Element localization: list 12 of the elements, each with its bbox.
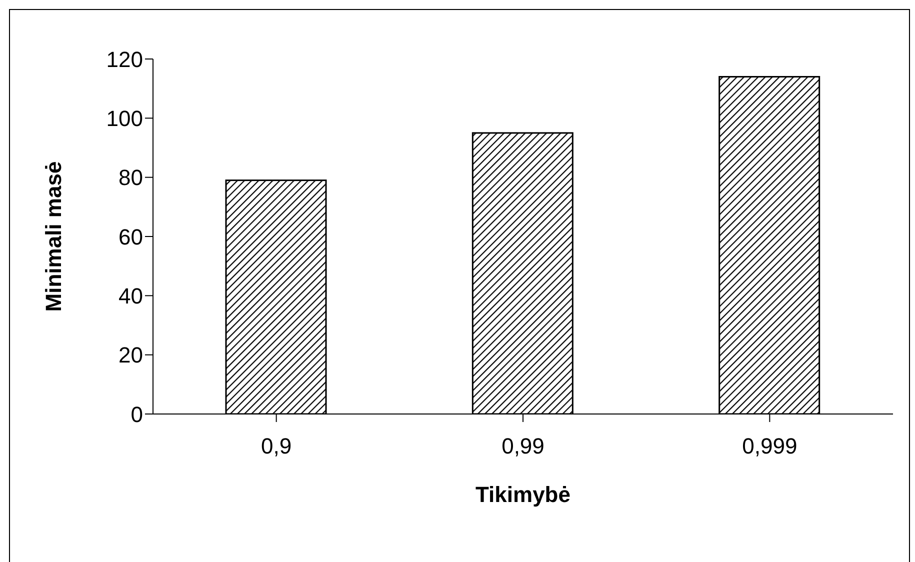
x-tick-label: 0,99 <box>502 434 544 459</box>
y-tick-label: 120 <box>106 46 143 72</box>
x-axis-title: Tikimybė <box>476 482 570 507</box>
y-tick-label: 100 <box>106 106 143 131</box>
y-tick-label: 80 <box>118 165 143 190</box>
y-tick-label: 40 <box>118 283 143 308</box>
y-tick-label: 0 <box>130 402 143 427</box>
x-tick-label: 0,999 <box>742 434 798 459</box>
x-tick-label: 0,9 <box>261 434 292 459</box>
y-axis-title: Minimali masė <box>40 161 66 312</box>
y-tick-label: 60 <box>118 224 143 250</box>
y-tick-label: 20 <box>118 342 143 368</box>
